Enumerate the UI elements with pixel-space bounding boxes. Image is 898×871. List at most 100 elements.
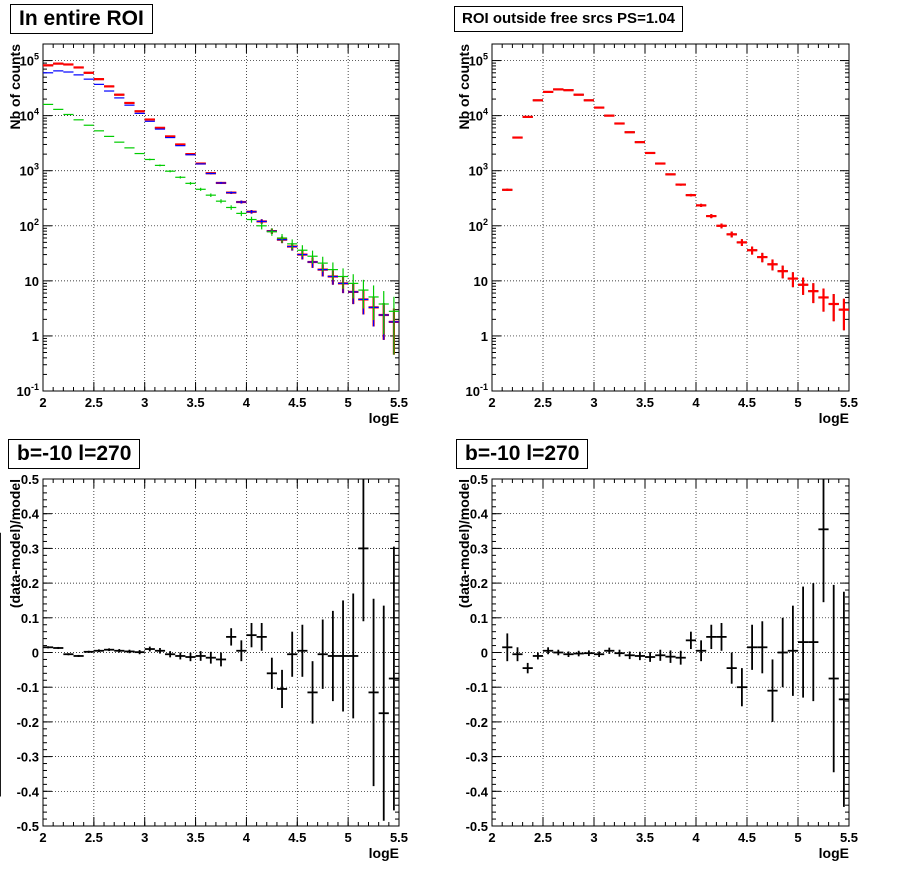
x-tick-label: 4.5 bbox=[738, 830, 756, 845]
y-tick-label: 0.3 bbox=[470, 541, 488, 556]
data-point bbox=[828, 294, 839, 322]
y-tick-label: -0.4 bbox=[466, 784, 489, 799]
x-tick-label: 2 bbox=[488, 830, 495, 845]
data-point bbox=[726, 652, 737, 684]
y-tick-label: -0.2 bbox=[466, 715, 488, 730]
data-series bbox=[43, 62, 399, 355]
data-point bbox=[502, 188, 513, 191]
data-point bbox=[502, 633, 513, 662]
x-tick-label: 5.5 bbox=[840, 830, 858, 845]
data-point bbox=[165, 170, 176, 173]
x-axis-title: logE bbox=[369, 845, 399, 861]
y-tick-label: 0.2 bbox=[470, 576, 488, 591]
data-point bbox=[165, 651, 176, 658]
data-point bbox=[104, 648, 115, 652]
data-point bbox=[317, 619, 328, 689]
y-tick-label: 1 bbox=[481, 329, 488, 344]
y-tick-label: -0.3 bbox=[466, 750, 488, 765]
chart-title: b=-10 l=270 bbox=[456, 439, 589, 469]
data-point bbox=[236, 200, 247, 204]
data-point bbox=[226, 191, 237, 194]
data-point bbox=[358, 279, 369, 309]
y-tick-label: 0.5 bbox=[470, 472, 488, 487]
data-point bbox=[838, 591, 849, 807]
data-point bbox=[543, 647, 554, 655]
data-point bbox=[236, 640, 247, 662]
data-point bbox=[757, 252, 768, 263]
data-series bbox=[43, 103, 399, 355]
data-point bbox=[215, 199, 227, 204]
x-tick-label: 5 bbox=[345, 395, 352, 410]
data-point bbox=[696, 203, 707, 207]
y-tick-label: 0.2 bbox=[21, 576, 39, 591]
x-tick-label: 4 bbox=[243, 830, 251, 845]
data-point bbox=[388, 546, 399, 811]
data-point bbox=[73, 654, 84, 658]
data-point bbox=[236, 210, 247, 217]
y-tick-label: 10-1 bbox=[17, 382, 39, 399]
x-tick-label: 3 bbox=[141, 830, 148, 845]
data-point bbox=[256, 623, 267, 651]
data-point bbox=[276, 669, 288, 709]
data-point bbox=[532, 652, 543, 660]
data-point bbox=[777, 265, 788, 279]
x-tick-label: 4 bbox=[243, 395, 251, 410]
data-point bbox=[767, 659, 778, 722]
data-point bbox=[675, 650, 686, 665]
data-point bbox=[777, 617, 788, 688]
data-point bbox=[553, 649, 564, 656]
data-point bbox=[144, 646, 155, 652]
data-series bbox=[43, 70, 399, 355]
data-point bbox=[655, 649, 666, 661]
x-tick-label: 2 bbox=[39, 830, 46, 845]
y-tick-label: 10 bbox=[25, 274, 39, 289]
data-series bbox=[43, 62, 399, 355]
x-tick-label: 4.5 bbox=[738, 395, 756, 410]
data-point bbox=[337, 600, 349, 712]
x-axis-title: logE bbox=[369, 410, 399, 426]
data-point bbox=[787, 605, 798, 696]
data-point bbox=[134, 650, 145, 655]
data-point bbox=[604, 647, 615, 654]
y-tick-label: 105 bbox=[469, 52, 488, 69]
data-point bbox=[327, 262, 338, 280]
data-point bbox=[246, 210, 257, 214]
data-point bbox=[83, 650, 94, 653]
data-point bbox=[522, 662, 533, 674]
x-tick-label: 3 bbox=[590, 395, 597, 410]
data-point bbox=[307, 250, 318, 264]
data-point bbox=[645, 652, 656, 662]
x-tick-label: 3.5 bbox=[636, 395, 654, 410]
y-tick-label: 0 bbox=[481, 646, 488, 661]
data-point bbox=[614, 649, 625, 657]
x-axis-title: logE bbox=[819, 410, 849, 426]
data-point bbox=[205, 172, 216, 175]
data-series bbox=[502, 88, 849, 331]
plot-frame bbox=[491, 43, 850, 392]
data-point bbox=[43, 646, 54, 649]
data-series bbox=[502, 88, 849, 331]
data-point bbox=[808, 583, 819, 702]
y-tick-label: -0.1 bbox=[17, 680, 39, 695]
data-point bbox=[624, 651, 635, 660]
data-point bbox=[706, 624, 717, 650]
data-point bbox=[144, 158, 155, 161]
data-point bbox=[665, 173, 676, 176]
data-point bbox=[226, 628, 237, 646]
data-point bbox=[287, 631, 298, 677]
x-tick-label: 3 bbox=[141, 395, 148, 410]
y-tick-label: 0.4 bbox=[470, 507, 489, 522]
data-point bbox=[706, 214, 717, 219]
data-point bbox=[297, 245, 308, 257]
data-point bbox=[53, 646, 64, 650]
data-point bbox=[195, 187, 206, 191]
x-tick-label: 2.5 bbox=[534, 395, 552, 410]
data-point bbox=[154, 647, 166, 654]
data-point bbox=[757, 621, 768, 674]
x-tick-label: 5 bbox=[794, 395, 801, 410]
x-tick-label: 2.5 bbox=[85, 830, 103, 845]
data-point bbox=[266, 228, 277, 236]
data-point bbox=[368, 598, 379, 787]
y-tick-label: 10-1 bbox=[466, 382, 488, 399]
